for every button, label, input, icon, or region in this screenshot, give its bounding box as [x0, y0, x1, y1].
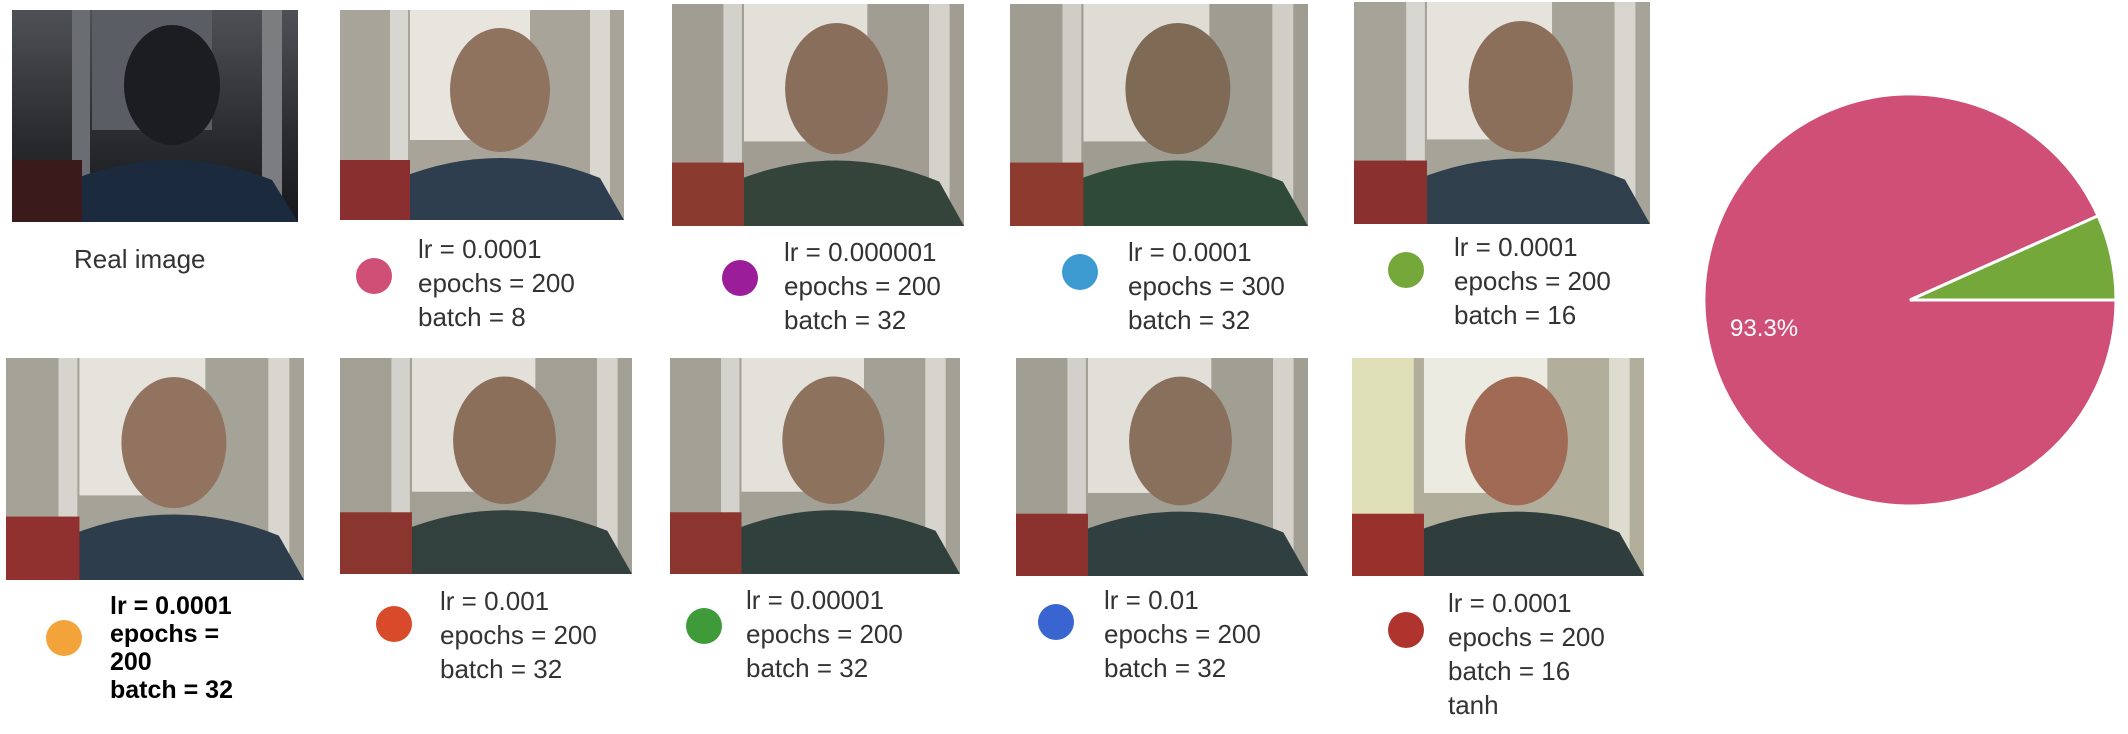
pie-data-label: 93.3%	[1730, 315, 1798, 342]
result-photo-5	[6, 358, 304, 580]
param-line: batch = 8	[418, 302, 526, 332]
legend-dot-5	[46, 620, 82, 656]
params-label-6: lr = 0.001 epochs = 200 batch = 32	[440, 584, 597, 686]
portrait-photo	[672, 4, 964, 226]
portrait-photo	[6, 358, 304, 580]
portrait-photo	[1010, 4, 1308, 226]
real-image	[12, 10, 298, 222]
legend-dot-6	[376, 606, 412, 642]
param-line: lr = 0.00001	[746, 585, 885, 615]
portrait-photo	[1354, 2, 1650, 224]
legend-dot-2	[722, 260, 758, 296]
param-line: lr = 0.0001	[1454, 232, 1578, 262]
param-line: epochs = 200	[1448, 622, 1605, 652]
param-line: batch = 32	[746, 653, 869, 683]
param-line: batch = 32	[110, 676, 233, 704]
legend-dot-1	[356, 258, 392, 294]
portrait-photo	[1016, 358, 1308, 576]
legend-dot-7	[686, 608, 722, 644]
params-label-4: lr = 0.0001 epochs = 200 batch = 16	[1454, 230, 1611, 332]
param-line: epochs = 200	[784, 271, 941, 301]
param-line: epochs = 300	[1128, 271, 1285, 301]
param-line: lr = 0.000001	[784, 237, 937, 267]
param-line: epochs = 200	[1454, 266, 1611, 296]
portrait-photo	[340, 358, 632, 574]
param-line: lr = 0.0001	[1448, 588, 1572, 618]
result-photo-8	[1016, 358, 1308, 576]
pie-chart: 93.3%	[1702, 92, 2118, 508]
param-line: lr = 0.001	[440, 586, 550, 616]
param-line: epochs =	[110, 620, 220, 648]
param-line: batch = 16	[1454, 300, 1577, 330]
result-photo-2	[672, 4, 964, 226]
param-line: lr = 0.0001	[1128, 237, 1252, 267]
param-line: epochs = 200	[440, 620, 597, 650]
portrait-photo	[340, 10, 624, 220]
legend-dot-8	[1038, 604, 1074, 640]
params-label-9: lr = 0.0001 epochs = 200 batch = 16 tanh	[1448, 586, 1605, 722]
param-line: lr = 0.01	[1104, 585, 1199, 615]
param-line: batch = 32	[784, 305, 907, 335]
legend-dot-3	[1062, 254, 1098, 290]
param-line: lr = 0.0001	[418, 234, 542, 264]
params-label-2: lr = 0.000001 epochs = 200 batch = 32	[784, 235, 941, 337]
param-line: batch = 16	[1448, 656, 1571, 686]
param-line: lr = 0.0001	[110, 592, 232, 620]
result-photo-7	[670, 358, 960, 574]
params-label-8: lr = 0.01 epochs = 200 batch = 32	[1104, 583, 1261, 685]
params-label-3: lr = 0.0001 epochs = 300 batch = 32	[1128, 235, 1285, 337]
result-photo-6	[340, 358, 632, 574]
params-label-1: lr = 0.0001 epochs = 200 batch = 8	[418, 232, 575, 334]
param-line: epochs = 200	[418, 268, 575, 298]
param-line: tanh	[1448, 690, 1499, 720]
real-image-caption: Real image	[74, 244, 206, 274]
legend-dot-4	[1388, 252, 1424, 288]
params-label-5: lr = 0.0001 epochs = 200 batch = 32	[110, 592, 233, 704]
portrait-photo	[670, 358, 960, 574]
result-photo-3	[1010, 4, 1308, 226]
param-line: epochs = 200	[1104, 619, 1261, 649]
param-line: 200	[110, 648, 152, 676]
params-label-7: lr = 0.00001 epochs = 200 batch = 32	[746, 583, 903, 685]
param-line: batch = 32	[440, 654, 563, 684]
legend-dot-9	[1388, 612, 1424, 648]
result-photo-1	[340, 10, 624, 220]
param-line: batch = 32	[1128, 305, 1251, 335]
portrait-photo	[1352, 358, 1644, 576]
result-photo-9	[1352, 358, 1644, 576]
result-photo-4	[1354, 2, 1650, 224]
pie-slice-2	[1909, 213, 2118, 302]
param-line: epochs = 200	[746, 619, 903, 649]
portrait-photo	[12, 10, 298, 222]
param-line: batch = 32	[1104, 653, 1227, 683]
